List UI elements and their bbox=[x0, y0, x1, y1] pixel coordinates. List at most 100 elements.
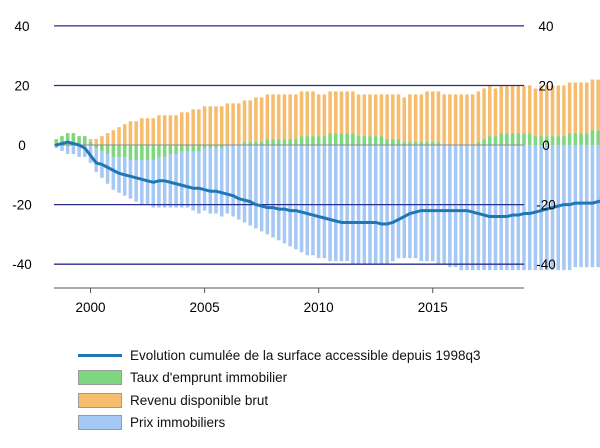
bar-segment bbox=[174, 145, 178, 154]
bar-segment bbox=[208, 106, 213, 146]
bar-segment bbox=[522, 85, 526, 134]
bar-segment bbox=[259, 145, 264, 232]
bar-segment bbox=[465, 94, 469, 146]
bar-segment bbox=[151, 118, 156, 146]
bar-segment bbox=[425, 142, 429, 146]
line-layer bbox=[54, 140, 600, 226]
bar-segment bbox=[105, 133, 110, 146]
y-tick-label-right: 20 bbox=[538, 78, 553, 93]
bar-segment bbox=[191, 145, 195, 151]
bar-segment bbox=[174, 115, 178, 146]
bar-segment bbox=[573, 145, 578, 268]
bar-segment bbox=[316, 136, 321, 146]
bar-segment bbox=[214, 106, 218, 146]
bar-segment bbox=[527, 85, 532, 134]
bar-segment bbox=[294, 145, 298, 250]
bar-segment bbox=[185, 151, 190, 208]
legend: Evolution cumulée de la surface accessib… bbox=[78, 344, 578, 434]
bar-segment bbox=[180, 112, 184, 146]
bar-segment bbox=[276, 139, 281, 146]
bar-segment bbox=[77, 145, 81, 157]
bar-segment bbox=[140, 145, 144, 160]
bar-segment bbox=[436, 91, 441, 143]
bar-segment bbox=[448, 94, 452, 146]
bar-segment bbox=[328, 91, 332, 134]
bar-segment bbox=[185, 112, 190, 146]
bar-segment bbox=[596, 145, 600, 268]
legend-item-revenu: Revenu disponible brut bbox=[78, 389, 578, 412]
bar-segment bbox=[259, 97, 264, 143]
bar-segment bbox=[356, 136, 361, 146]
legend-item-prix: Prix immobiliers bbox=[78, 412, 578, 435]
bar-segment bbox=[282, 94, 287, 140]
bar-segment bbox=[197, 109, 201, 146]
bar-segment bbox=[225, 103, 230, 146]
bar-segment bbox=[140, 159, 144, 205]
bar-segment bbox=[65, 133, 70, 146]
bar-segment bbox=[208, 148, 213, 214]
bar-segment bbox=[83, 136, 87, 146]
bar-segment bbox=[322, 136, 327, 146]
bar-segment bbox=[265, 94, 270, 140]
legend-label: Revenu disponible brut bbox=[130, 392, 269, 408]
bar-segment bbox=[408, 94, 412, 143]
bar-segment bbox=[162, 145, 167, 157]
x-tick-label: 2015 bbox=[418, 300, 448, 315]
bar-segment bbox=[545, 136, 549, 146]
bar-segment bbox=[100, 145, 104, 151]
bar-segment bbox=[339, 133, 344, 146]
bar-segment bbox=[590, 79, 595, 131]
bar-segment bbox=[271, 94, 275, 140]
bar-segment bbox=[430, 145, 435, 262]
bar-segment bbox=[191, 109, 195, 146]
bar-segment bbox=[71, 133, 76, 146]
bar-segment bbox=[567, 145, 572, 271]
bar-segment bbox=[299, 136, 304, 146]
bar-segment bbox=[157, 145, 161, 157]
bar-segment bbox=[425, 91, 429, 143]
bar-segment bbox=[356, 94, 361, 137]
bar-segment bbox=[231, 103, 235, 146]
bar-segment bbox=[470, 145, 475, 271]
bar-segment bbox=[402, 145, 406, 259]
bar-segment bbox=[219, 145, 224, 149]
bar-segment bbox=[208, 145, 213, 149]
bar-segment bbox=[77, 136, 81, 146]
bar-segment bbox=[214, 145, 218, 149]
bar-segment bbox=[248, 145, 252, 226]
bar-segment bbox=[470, 94, 475, 146]
bar-segment bbox=[425, 145, 429, 262]
bar-segment bbox=[488, 136, 492, 146]
bar-segment bbox=[573, 82, 578, 134]
bar-segment bbox=[225, 145, 230, 214]
bar-segment bbox=[510, 85, 515, 134]
bar-segment bbox=[402, 142, 406, 146]
bar-segment bbox=[117, 145, 121, 157]
bar-segment bbox=[430, 91, 435, 143]
legend-label: Taux d'emprunt immobilier bbox=[130, 370, 288, 386]
bar-segment bbox=[305, 91, 310, 137]
y-tick-label-right: -20 bbox=[536, 198, 556, 213]
bar-segment bbox=[105, 145, 110, 154]
bar-segment bbox=[413, 142, 418, 146]
bar-segment bbox=[476, 145, 481, 271]
legend-swatch-line bbox=[78, 353, 122, 357]
bar-segment bbox=[219, 106, 224, 146]
bar-segment bbox=[527, 145, 532, 271]
bar-segment bbox=[117, 127, 121, 146]
bar-segment bbox=[128, 121, 133, 146]
bar-segment bbox=[590, 145, 595, 268]
bar-segment bbox=[316, 145, 321, 259]
bar-segment bbox=[482, 145, 486, 271]
bar-segment bbox=[345, 91, 349, 134]
bar-segment bbox=[202, 148, 207, 211]
bar-segment bbox=[539, 145, 543, 271]
bar-segment bbox=[596, 79, 600, 131]
bar-segment bbox=[550, 136, 555, 146]
y-tick-label-right: 40 bbox=[538, 19, 553, 34]
bar-segment bbox=[276, 145, 281, 241]
bar-segment bbox=[459, 94, 464, 146]
bar-segment bbox=[122, 124, 127, 146]
bar-segment bbox=[510, 145, 515, 271]
